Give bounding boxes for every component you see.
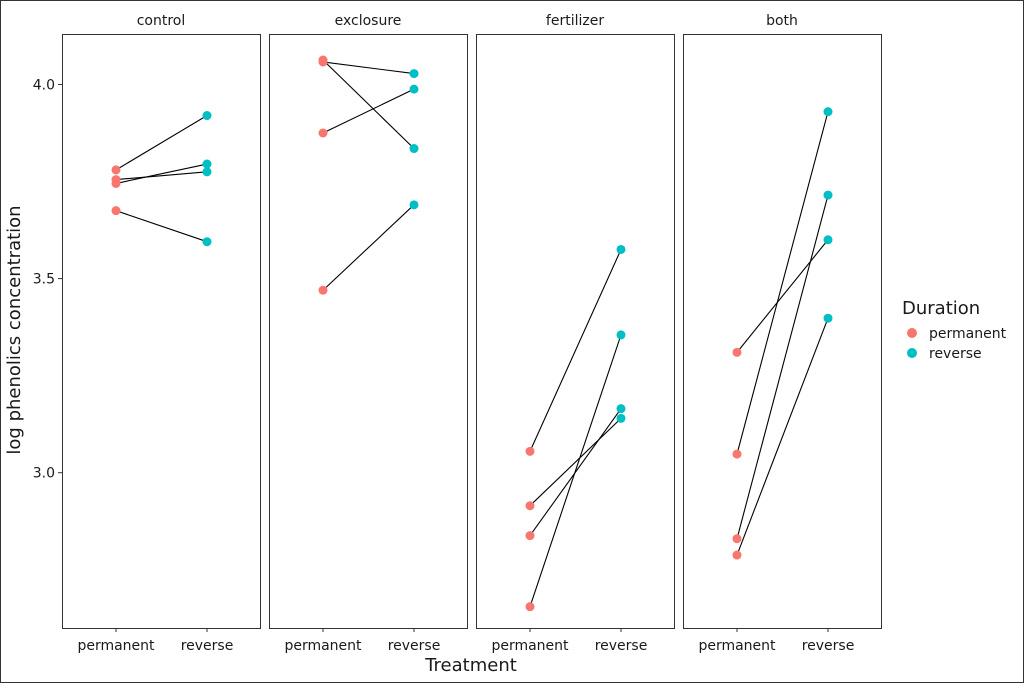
pair-line — [322, 88, 415, 134]
point-reverse — [409, 84, 419, 94]
pair-line — [736, 239, 829, 353]
point-permanent — [525, 501, 535, 511]
facet-strip-label: exclosure — [335, 13, 402, 29]
x-tick-label: permanent — [77, 638, 155, 654]
panel-border — [269, 34, 468, 629]
x-tick-label: permanent — [491, 638, 569, 654]
x-tick-label: permanent — [284, 638, 362, 654]
x-tick-label: reverse — [181, 638, 234, 654]
panel-border — [62, 34, 261, 629]
facet-panel-exclosure: exclosure permanent reverse — [269, 13, 468, 654]
point-permanent — [732, 534, 742, 544]
point-permanent — [525, 602, 535, 612]
pair-line — [736, 194, 829, 539]
point-reverse — [616, 330, 626, 340]
y-axis-title: log phenolics concentration — [4, 205, 25, 454]
y-tick-label: 3.0 — [33, 466, 55, 482]
legend-label-permanent: permanent — [929, 326, 1007, 342]
point-reverse — [202, 111, 212, 121]
legend-key-permanent — [907, 328, 917, 338]
point-permanent — [318, 55, 328, 65]
pair-line — [529, 417, 622, 507]
point-reverse — [823, 313, 833, 323]
facet-strip-label: fertilizer — [546, 13, 604, 29]
pair-line — [115, 115, 208, 171]
facet-panel-control: control permanent reverse — [62, 13, 261, 654]
point-permanent — [732, 550, 742, 560]
pair-line — [115, 171, 208, 181]
y-axis: 3.0 3.5 4.0 — [33, 77, 62, 482]
point-reverse — [616, 413, 626, 423]
point-permanent — [111, 165, 121, 175]
y-tick-label: 3.5 — [33, 272, 55, 288]
point-reverse — [202, 167, 212, 177]
legend-key-reverse — [907, 348, 917, 358]
facet-panel-fertilizer: fertilizer permanent reverse — [476, 13, 675, 654]
point-permanent — [318, 128, 328, 138]
pair-line — [736, 317, 829, 556]
point-reverse — [409, 69, 419, 79]
point-permanent — [525, 531, 535, 541]
y-tick-label: 4.0 — [33, 77, 55, 93]
point-reverse — [616, 404, 626, 414]
panels: control permanent reverse exclosure permanen… — [62, 13, 882, 654]
point-reverse — [409, 144, 419, 154]
pair-line — [322, 61, 415, 75]
point-permanent — [111, 206, 121, 216]
pair-line — [322, 204, 415, 291]
pair-line — [736, 111, 829, 455]
point-reverse — [823, 107, 833, 117]
facet-strip-label: control — [137, 13, 186, 29]
point-permanent — [111, 178, 121, 188]
x-tick-label: reverse — [595, 638, 648, 654]
point-reverse — [823, 235, 833, 245]
pair-line — [322, 59, 415, 149]
point-permanent — [318, 285, 328, 295]
x-tick-label: reverse — [802, 638, 855, 654]
x-tick-label: permanent — [698, 638, 776, 654]
legend-label-reverse: reverse — [929, 346, 982, 362]
facet-strip-label: both — [766, 13, 798, 29]
point-permanent — [732, 347, 742, 357]
pair-line — [529, 334, 622, 607]
pair-line — [115, 210, 208, 243]
legend: Duration permanent reverse — [902, 298, 1007, 362]
panel-border — [476, 34, 675, 629]
legend-title: Duration — [902, 298, 980, 319]
point-reverse — [202, 159, 212, 169]
panel-border — [683, 34, 882, 629]
point-reverse — [409, 200, 419, 210]
point-permanent — [732, 449, 742, 459]
point-reverse — [202, 237, 212, 247]
point-reverse — [823, 190, 833, 200]
pair-line — [115, 163, 208, 185]
pair-line — [529, 249, 622, 452]
point-reverse — [616, 244, 626, 254]
point-permanent — [525, 446, 535, 456]
facet-panel-both: both permanent reverse — [683, 13, 882, 654]
x-axis-title: Treatment — [424, 655, 517, 676]
x-tick-label: reverse — [388, 638, 441, 654]
